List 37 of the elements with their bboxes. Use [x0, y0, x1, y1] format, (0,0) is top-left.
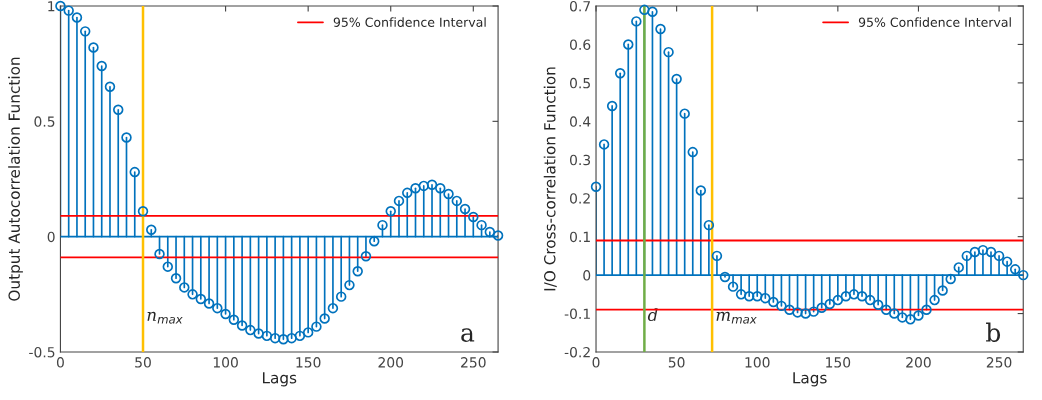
y-axis-title: I/O Cross-correlation Function	[543, 67, 557, 291]
x-tick-label: 50	[135, 357, 151, 368]
legend-label: 95% Confidence Interval	[333, 17, 486, 27]
x-tick-label: 50	[668, 357, 685, 368]
y-tick-label: 0.5	[34, 116, 55, 127]
x-tick-label: 150	[296, 357, 321, 368]
y-tick-label: 0	[583, 270, 591, 281]
y-tick-label: 1	[48, 1, 55, 12]
x-tick-label: 100	[213, 357, 238, 368]
y-tick-label: 0.3	[569, 154, 591, 166]
y-tick-label: -0.2	[564, 346, 590, 358]
x-axis-title: Lags	[793, 372, 827, 387]
x-axis-title: Lags	[262, 372, 297, 387]
ref-line-label: n$_{max}$	[147, 311, 183, 324]
x-tick-label: 200	[378, 357, 404, 368]
x-tick-label: 250	[461, 357, 486, 368]
x-tick-label: 0	[592, 357, 600, 368]
y-axis-title: Output Autocorrelation Function	[8, 57, 23, 301]
x-tick-label: 150	[826, 357, 851, 368]
x-tick-label: 100	[745, 357, 770, 368]
x-tick-label: 250	[986, 357, 1012, 368]
y-tick-label: -0.5	[29, 346, 55, 358]
ref-line-label: d	[647, 308, 658, 322]
y-tick-label: 0.7	[569, 0, 590, 12]
y-tick-label: 0.2	[569, 193, 590, 204]
y-tick-label: 0	[47, 231, 55, 243]
ref-line-label: m$_{max}$	[716, 311, 757, 324]
y-tick-label: 0.6	[569, 39, 591, 50]
y-tick-label: 0.1	[569, 231, 590, 243]
y-tick-label: 0.4	[569, 116, 591, 127]
x-tick-label: 0	[56, 357, 64, 368]
y-tick-label: 0.5	[569, 77, 590, 89]
annotation: b	[986, 322, 1001, 342]
y-tick-label: -0.1	[564, 308, 590, 320]
x-tick-label: 200	[906, 357, 931, 368]
annotation: a	[461, 328, 475, 342]
legend-label: 95% Confidence Interval	[858, 17, 1011, 27]
